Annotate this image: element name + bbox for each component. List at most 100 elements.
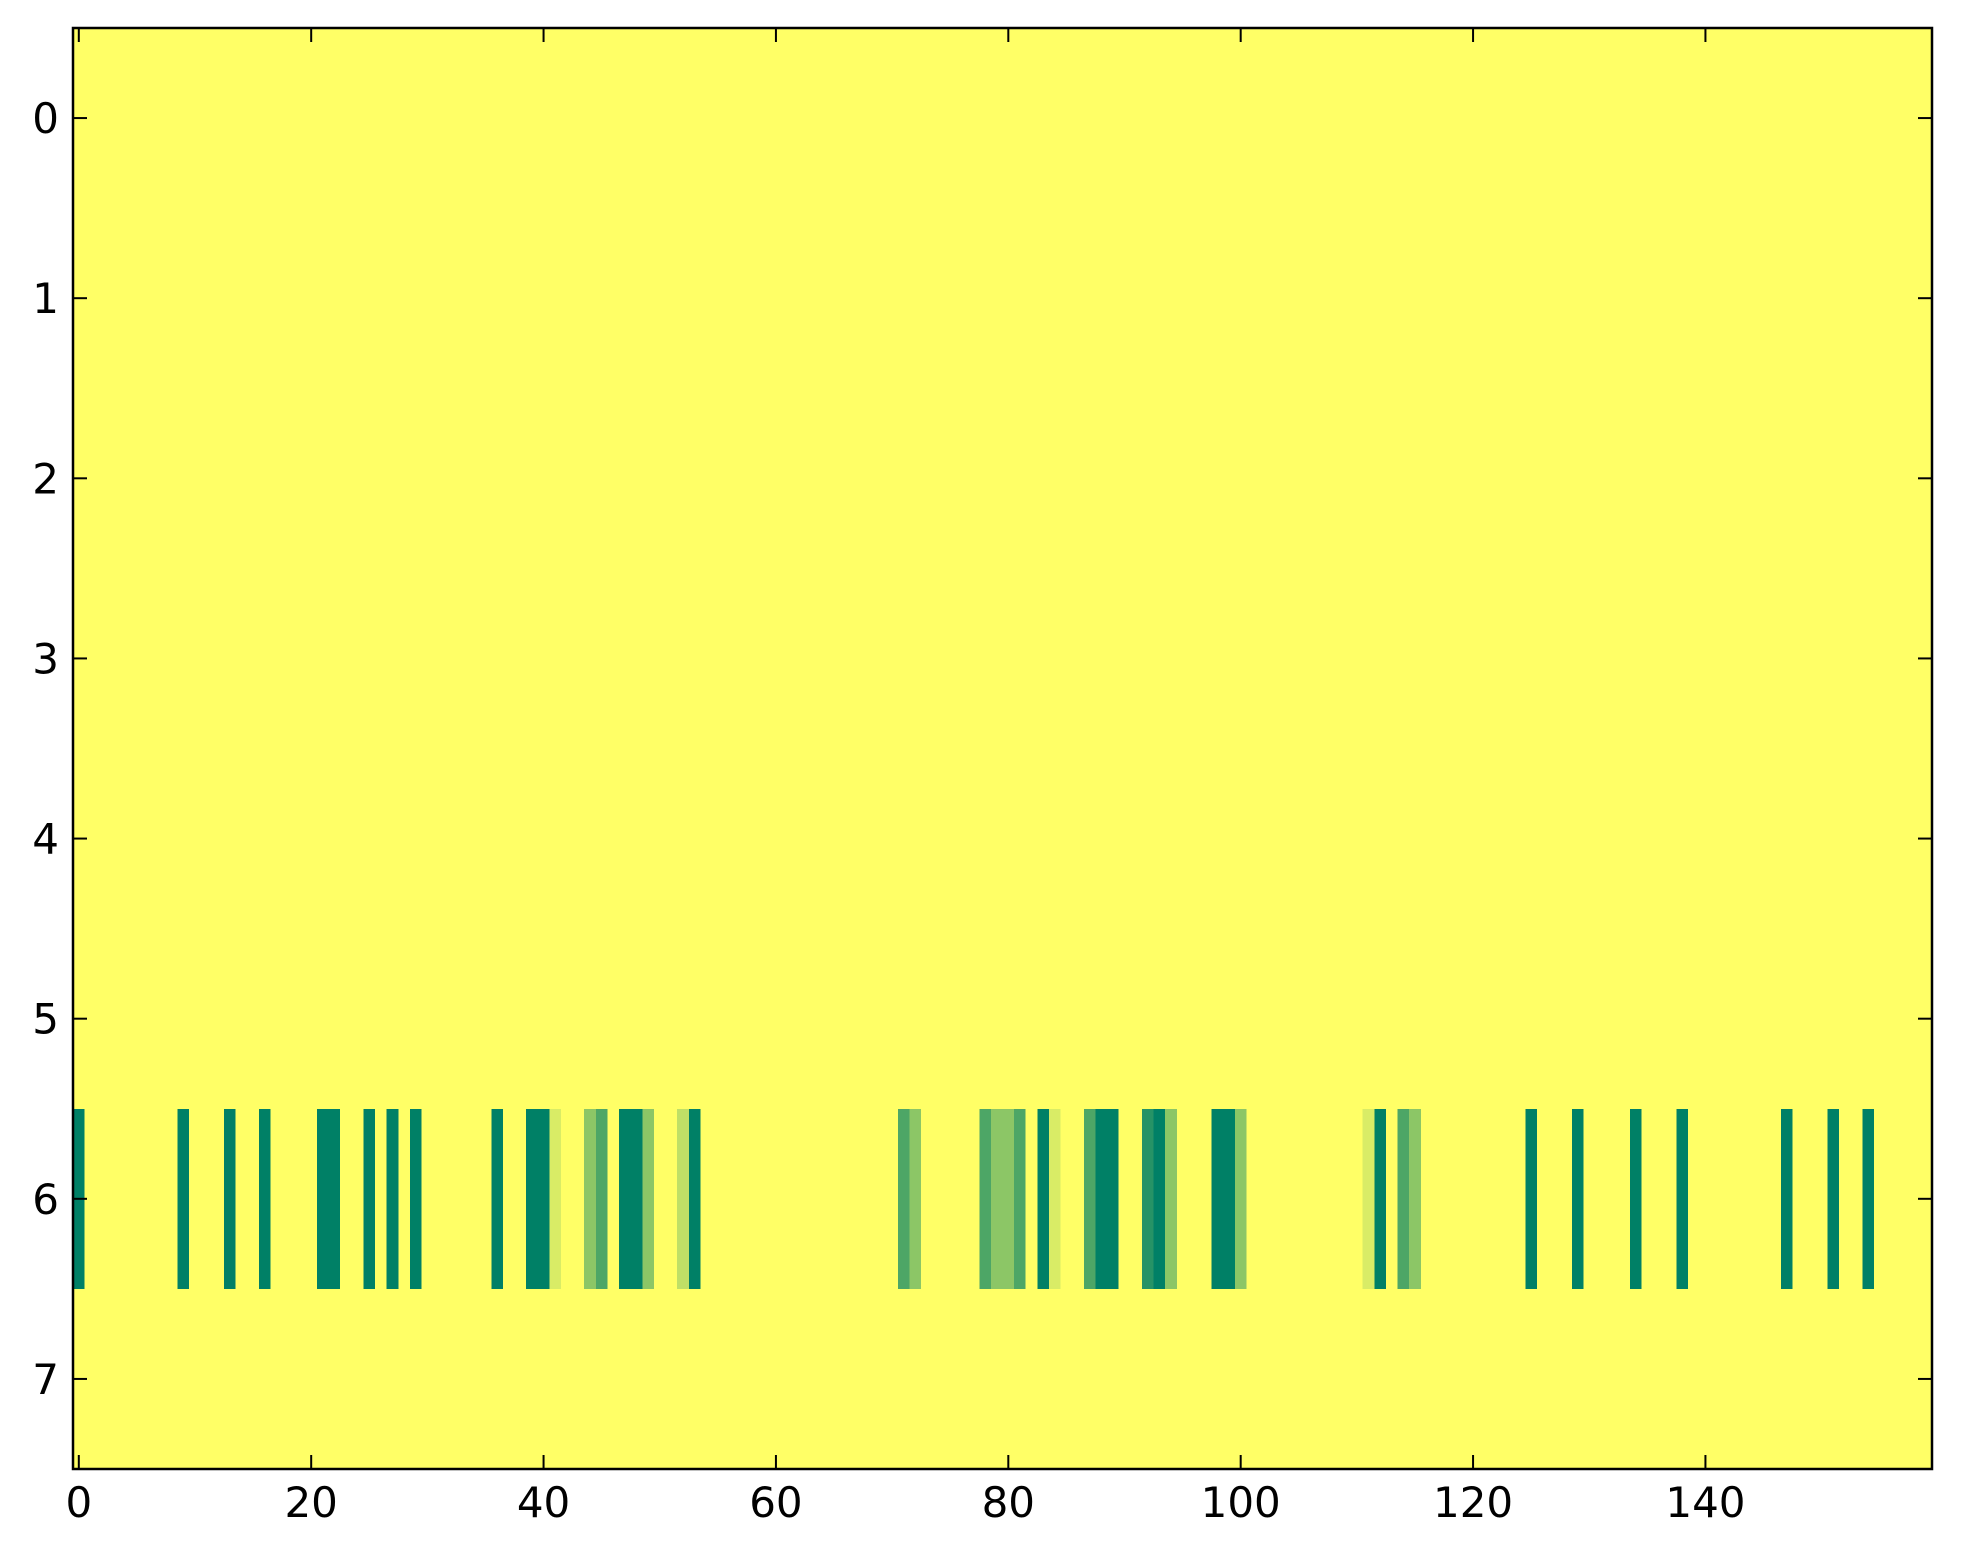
- heatmap-cell: [560, 928, 574, 1110]
- heatmap-cell: [932, 208, 945, 389]
- heatmap-cell: [781, 748, 794, 930]
- heatmap-cell: [1502, 1288, 1515, 1470]
- heatmap-cell: [1200, 1288, 1213, 1470]
- heatmap-cell: [1490, 388, 1503, 569]
- heatmap-cell: [212, 28, 225, 209]
- heatmap-cell: [1548, 928, 1561, 1110]
- heatmap-cell: [468, 388, 481, 569]
- heatmap-cell: [619, 568, 632, 749]
- heatmap-cell: [1734, 1288, 1747, 1470]
- heatmap-cell: [1176, 928, 1189, 1110]
- heatmap-cell: [212, 568, 225, 749]
- heatmap-cell: [293, 748, 306, 930]
- heatmap-cell: [363, 1108, 376, 1290]
- heatmap-cell: [1850, 208, 1863, 389]
- heatmap-cell: [1351, 928, 1364, 1110]
- heatmap-cell: [979, 1288, 992, 1470]
- heatmap-cell: [1141, 928, 1155, 1110]
- heatmap-cell: [1107, 1108, 1120, 1290]
- heatmap-cell: [1223, 208, 1236, 389]
- heatmap-cell: [1246, 568, 1259, 749]
- heatmap-cell: [560, 28, 574, 209]
- heatmap-cell: [944, 568, 957, 749]
- heatmap-cell: [1048, 1108, 1062, 1290]
- heatmap-cell: [886, 28, 899, 209]
- heatmap-cell: [1304, 1108, 1317, 1290]
- heatmap-cell: [1258, 1108, 1271, 1290]
- heatmap-cell: [84, 748, 97, 930]
- heatmap-cell: [1130, 388, 1143, 569]
- heatmap-cell: [1711, 388, 1724, 569]
- heatmap-cell: [1141, 568, 1155, 749]
- heatmap-cell: [1897, 1108, 1910, 1290]
- heatmap-cell: [584, 568, 597, 749]
- heatmap-cell: [1688, 1108, 1701, 1290]
- heatmap-cell: [944, 388, 957, 569]
- heatmap-cell: [816, 748, 829, 930]
- heatmap-cell: [1746, 388, 1759, 569]
- heatmap-cell: [421, 1108, 434, 1290]
- heatmap-cell: [735, 388, 748, 569]
- heatmap-cell: [1362, 1108, 1375, 1290]
- heatmap-cell: [560, 1288, 574, 1470]
- heatmap-cell: [1676, 748, 1689, 930]
- heatmap-cell: [1467, 28, 1480, 209]
- heatmap-cell: [839, 568, 852, 749]
- heatmap-cell: [1676, 28, 1689, 209]
- heatmap-cell: [653, 388, 667, 569]
- heatmap-cell: [653, 928, 667, 1110]
- heatmap-cell: [1711, 1288, 1724, 1470]
- heatmap-cell: [398, 1288, 411, 1470]
- heatmap-cell: [816, 28, 829, 209]
- heatmap-cell: [839, 1288, 852, 1470]
- heatmap-cell: [770, 208, 783, 389]
- heatmap-cell: [363, 928, 376, 1110]
- heatmap-cell: [1385, 568, 1399, 749]
- heatmap-cell: [1862, 208, 1875, 389]
- heatmap-cell: [1072, 208, 1085, 389]
- heatmap-cell: [572, 388, 585, 569]
- heatmap-cell: [1525, 928, 1538, 1110]
- y-tick-label: 5: [32, 995, 59, 1044]
- heatmap-cell: [712, 928, 725, 1110]
- heatmap-cell: [560, 1108, 574, 1290]
- heatmap-cell: [1339, 388, 1352, 569]
- heatmap-cell: [444, 28, 457, 209]
- heatmap-cell: [607, 28, 620, 209]
- heatmap-cell: [433, 1108, 446, 1290]
- heatmap-cell: [1513, 748, 1526, 930]
- heatmap-cell: [1165, 388, 1178, 569]
- heatmap-cell: [1711, 568, 1724, 749]
- heatmap-cell: [1885, 208, 1898, 389]
- heatmap-cell: [642, 388, 655, 569]
- heatmap-cell: [1200, 208, 1213, 389]
- heatmap-cell: [758, 568, 771, 749]
- heatmap-cell: [1223, 748, 1236, 930]
- heatmap-cell: [1629, 1108, 1643, 1290]
- heatmap-cell: [572, 1288, 585, 1470]
- heatmap-cell: [1176, 1288, 1189, 1470]
- heatmap-cell: [1153, 388, 1166, 569]
- heatmap-cell: [851, 928, 864, 1110]
- heatmap-cell: [1420, 568, 1433, 749]
- heatmap-cell: [956, 748, 969, 930]
- heatmap-cell: [154, 208, 167, 389]
- heatmap-cell: [316, 28, 330, 209]
- heatmap-cell: [119, 568, 132, 749]
- heatmap-cell: [177, 208, 190, 389]
- heatmap-cell: [781, 568, 794, 749]
- heatmap-cell: [1339, 748, 1352, 930]
- heatmap-cell: [1606, 1288, 1619, 1470]
- heatmap-cell: [932, 1108, 945, 1290]
- heatmap-cell: [1385, 1108, 1399, 1290]
- heatmap-cell: [1664, 748, 1677, 930]
- heatmap-cell: [107, 208, 120, 389]
- heatmap-cell: [1583, 1288, 1596, 1470]
- heatmap-cell: [1281, 388, 1294, 569]
- heatmap-cell: [444, 928, 457, 1110]
- heatmap-cell: [804, 568, 818, 749]
- heatmap-cell: [1478, 208, 1491, 389]
- heatmap-cell: [316, 1108, 330, 1290]
- heatmap-cell: [189, 28, 202, 209]
- heatmap-cell: [351, 1288, 364, 1470]
